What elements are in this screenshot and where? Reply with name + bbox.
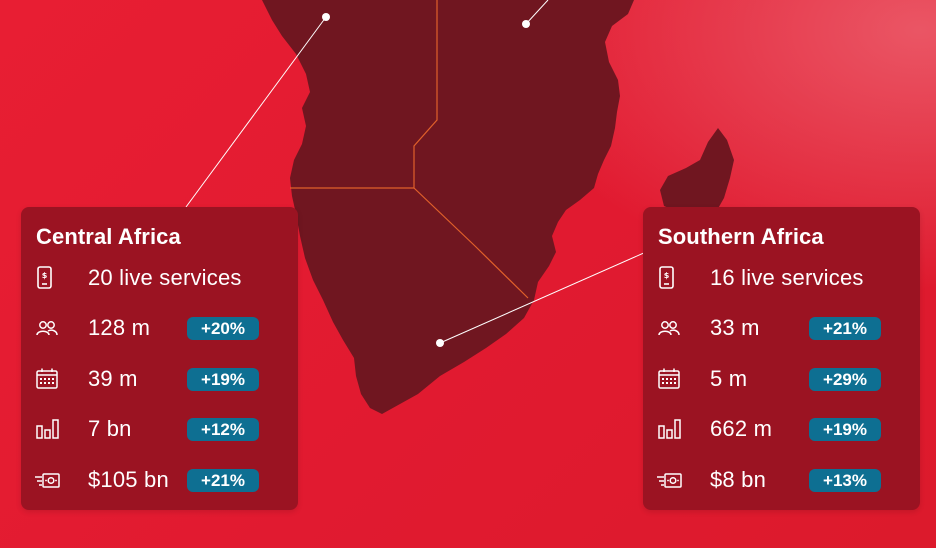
users-icon: [35, 316, 61, 340]
stat-value: $105 bn: [88, 467, 169, 492]
stat-row-users: 128 m +20%: [21, 308, 298, 348]
growth-badge: +20%: [187, 317, 259, 340]
east-pointer-line: [525, 0, 549, 25]
central-pointer-line: [185, 16, 327, 208]
region-border-line: [413, 187, 529, 299]
growth-badge: +21%: [187, 469, 259, 492]
stat-row-value: $105 bn +21%: [21, 460, 298, 500]
stat-value: $8 bn: [710, 467, 767, 492]
stat-row-volume: 7 bn +12%: [21, 409, 298, 449]
cash-icon: [35, 468, 61, 492]
growth-badge: +19%: [187, 368, 259, 391]
calendar-icon: [35, 367, 61, 391]
region-card-central-africa[interactable]: Central Africa $ 20 live services 128 m …: [21, 207, 298, 510]
svg-text:$: $: [664, 271, 670, 280]
stat-value: 5 m: [710, 366, 748, 391]
bar-chart-icon: [657, 417, 683, 441]
stat-row-transactions: 5 m +29%: [643, 359, 920, 399]
stat-value: 16 live services: [710, 265, 864, 290]
stat-value: 7 bn: [88, 416, 132, 441]
stat-row-volume: 662 m +19%: [643, 409, 920, 449]
growth-badge: +13%: [809, 469, 881, 492]
region-title: Southern Africa: [658, 224, 824, 249]
stat-row-users: 33 m +21%: [643, 308, 920, 348]
users-icon: [657, 316, 683, 340]
stat-row-transactions: 39 m +19%: [21, 359, 298, 399]
stat-row-live-services: $ 16 live services: [643, 258, 920, 298]
stat-value: 662 m: [710, 416, 773, 441]
growth-badge: +29%: [809, 368, 881, 391]
cash-icon: [657, 468, 683, 492]
growth-badge: +21%: [809, 317, 881, 340]
central-pointer-dot: [322, 13, 330, 21]
southern-pointer-line: [439, 251, 647, 344]
stat-row-live-services: $ 20 live services: [21, 258, 298, 298]
svg-text:$: $: [42, 271, 48, 280]
stat-value: 33 m: [710, 315, 760, 340]
calendar-icon: [657, 367, 683, 391]
madagascar-landmass: [660, 128, 734, 214]
southern-pointer-dot: [436, 339, 444, 347]
region-title: Central Africa: [36, 224, 181, 249]
stat-value: 39 m: [88, 366, 138, 391]
mobile-money-icon: $: [35, 266, 61, 290]
region-card-southern-africa[interactable]: Southern Africa $ 16 live services 33 m …: [643, 207, 920, 510]
stat-value: 128 m: [88, 315, 151, 340]
africa-landmass: [262, 0, 634, 414]
region-border-line: [290, 0, 438, 189]
stat-value: 20 live services: [88, 265, 242, 290]
growth-badge: +12%: [187, 418, 259, 441]
stat-row-value: $8 bn +13%: [643, 460, 920, 500]
mobile-money-icon: $: [657, 266, 683, 290]
east-pointer-dot: [522, 20, 530, 28]
bar-chart-icon: [35, 417, 61, 441]
growth-badge: +19%: [809, 418, 881, 441]
